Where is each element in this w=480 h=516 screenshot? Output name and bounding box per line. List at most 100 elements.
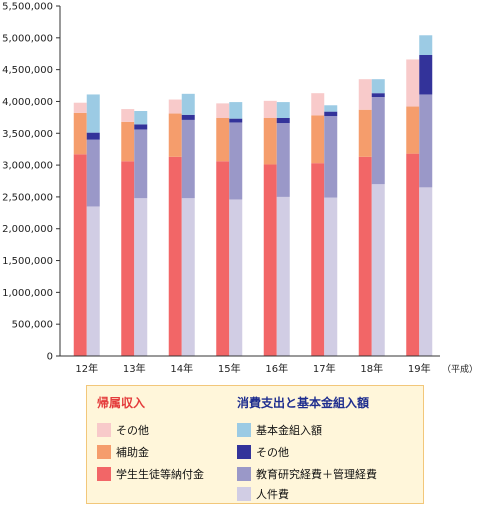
bar-segment — [311, 163, 325, 356]
bar-segment — [263, 164, 277, 356]
x-tick-label: 16年 — [265, 362, 288, 375]
y-tick-label: 4,000,000 — [2, 97, 53, 108]
bar-segment — [229, 122, 243, 200]
bar-segment — [276, 118, 290, 124]
y-tick-label: 5,000,000 — [2, 33, 53, 44]
x-tick-label: 19年 — [408, 362, 431, 375]
bar-segment — [358, 156, 372, 356]
bar-segment — [134, 124, 148, 130]
y-tick-label: 3,000,000 — [2, 161, 53, 172]
legend-item-subsidy: 補助金 — [97, 444, 149, 460]
bar-segment — [181, 114, 195, 120]
y-tick-label: 1,000,000 — [2, 288, 53, 299]
legend-item-personnel: 人件費 — [237, 486, 289, 502]
legend: 帰属収入 消費支出と基本金組入額 その他 補助金 学生生徒等納付金 基本金組入額… — [86, 385, 424, 504]
legend-item-income-other: その他 — [97, 422, 149, 438]
bar-segment — [86, 132, 100, 140]
y-tick-label: 1,500,000 — [2, 256, 53, 267]
bar-segment — [216, 103, 230, 118]
legend-label: 教育研究経費＋管理経費 — [256, 468, 377, 481]
bar-segment — [181, 198, 195, 356]
bar-segment — [229, 199, 243, 356]
legend-label: 補助金 — [116, 446, 149, 459]
x-tick-label: 14年 — [170, 362, 193, 375]
bar-segment — [406, 106, 420, 154]
x-axis-unit-label: （平成） — [442, 363, 478, 375]
bar-segment — [419, 94, 433, 188]
legend-item-tuition: 学生生徒等納付金 — [97, 466, 204, 482]
legend-label: その他 — [116, 424, 149, 437]
bar-segment — [181, 119, 195, 199]
bar-segment — [419, 187, 433, 356]
bar-segment — [216, 161, 230, 356]
bar-segment — [229, 102, 243, 119]
legend-swatch — [237, 423, 251, 437]
legend-swatch — [237, 487, 251, 501]
bar-segment — [311, 93, 325, 116]
legend-swatch — [97, 445, 111, 459]
legend-item-expense-other: その他 — [237, 444, 289, 460]
bar-segment — [229, 118, 243, 123]
y-tick-label: 4,500,000 — [2, 65, 53, 76]
bar-segment — [276, 123, 290, 197]
bar-segment — [134, 111, 148, 125]
bar-segment — [86, 139, 100, 207]
legend-item-research-admin: 教育研究経費＋管理経費 — [237, 466, 377, 482]
y-tick-label: 2,000,000 — [2, 224, 53, 235]
legend-label: その他 — [256, 446, 289, 459]
bar-marks — [73, 35, 433, 356]
y-tick-label: 2,500,000 — [2, 192, 53, 203]
stacked-bar-chart: 0 500,000 1,000,000 1,500,000 2,000,000 2,500… — [2, 2, 478, 376]
bar-segment — [419, 55, 433, 95]
bar-segment — [73, 154, 87, 356]
bar-segment — [311, 115, 325, 164]
x-tick-label: 18年 — [360, 362, 383, 375]
bar-segment — [324, 197, 338, 356]
bar-segment — [73, 112, 87, 155]
bar-segment — [263, 118, 277, 165]
bar-segment — [263, 100, 277, 118]
bar-segment — [324, 105, 338, 112]
bar-segment — [73, 102, 87, 113]
bar-segment — [419, 35, 433, 55]
bar-segment — [371, 97, 385, 185]
x-tick-label: 15年 — [218, 362, 241, 375]
y-tick-label: 0 — [47, 352, 53, 363]
x-tick-label: 17年 — [313, 362, 336, 375]
bar-segment — [86, 206, 100, 356]
bar-segment — [406, 153, 420, 356]
legend-label: 基本金組入額 — [256, 424, 322, 437]
x-tick-label: 12年 — [75, 362, 98, 375]
legend-title-expense: 消費支出と基本金組入額 — [237, 396, 370, 410]
bar-segment — [276, 196, 290, 356]
legend-item-endowment: 基本金組入額 — [237, 422, 322, 438]
bar-segment — [134, 198, 148, 356]
bar-segment — [181, 93, 195, 115]
bar-segment — [324, 111, 338, 117]
bar-segment — [371, 93, 385, 97]
bar-segment — [86, 94, 100, 133]
bar-segment — [324, 116, 338, 198]
x-tick-label: 13年 — [123, 362, 146, 375]
bar-segment — [406, 59, 420, 107]
bar-segment — [371, 79, 385, 94]
y-axis: 0 500,000 1,000,000 1,500,000 2,000,000 2,500… — [2, 2, 61, 363]
legend-swatch — [97, 467, 111, 481]
bar-segment — [371, 184, 385, 356]
legend-label: 人件費 — [256, 488, 289, 501]
bar-segment — [121, 161, 135, 356]
bar-segment — [121, 121, 135, 162]
bar-segment — [358, 79, 372, 110]
legend-swatch — [237, 445, 251, 459]
y-tick-label: 5,500,000 — [2, 2, 53, 13]
bar-segment — [121, 109, 135, 122]
bar-segment — [168, 113, 182, 157]
bar-segment — [168, 99, 182, 114]
x-axis: 12年 13年 14年 15年 16年 17年 18年 19年 （平成） — [60, 355, 478, 375]
y-tick-label: 3,500,000 — [2, 129, 53, 140]
bar-segment — [168, 156, 182, 356]
legend-label: 学生生徒等納付金 — [116, 468, 204, 481]
bar-segment — [134, 129, 148, 199]
legend-swatch — [97, 423, 111, 437]
legend-swatch — [237, 467, 251, 481]
